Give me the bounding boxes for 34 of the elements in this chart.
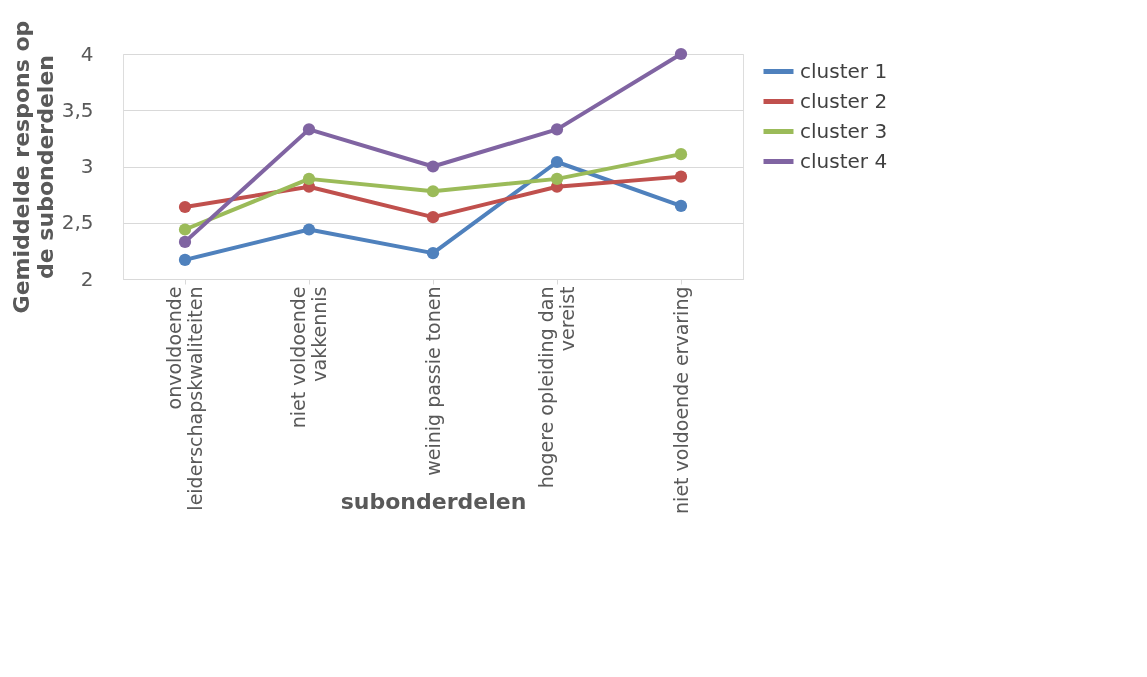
y-tick-label: 3 xyxy=(80,154,94,178)
point xyxy=(550,172,564,185)
point xyxy=(178,235,192,248)
point xyxy=(178,223,192,236)
legend-label: cluster 3 xyxy=(800,118,888,143)
y-tick-label: 2 xyxy=(80,266,94,291)
point xyxy=(302,123,316,136)
point xyxy=(302,223,316,236)
x-axis-title: subonderdelen xyxy=(340,488,527,514)
legend-label: cluster 4 xyxy=(800,148,888,173)
point xyxy=(550,123,564,136)
x-tick-label: onvoldoende leiderschapskwaliteiten xyxy=(163,286,206,511)
point xyxy=(550,155,564,169)
point xyxy=(178,200,192,214)
y-tick-label: 2,5 xyxy=(61,210,94,235)
y-tick-label: 4 xyxy=(80,41,94,66)
x-tick-label: hogere opleiding dan vereist xyxy=(535,286,578,489)
legend-label: cluster 2 xyxy=(800,88,888,113)
point xyxy=(426,247,440,260)
point xyxy=(426,160,440,173)
point xyxy=(674,47,688,61)
x-tick-label: niet voldoende ervaring xyxy=(669,286,692,514)
y-tick-label: 3,5 xyxy=(61,97,94,122)
point xyxy=(426,185,440,198)
point xyxy=(674,170,688,183)
x-tick-label: weinig passie tonen xyxy=(421,286,444,476)
point xyxy=(302,172,316,185)
point xyxy=(674,148,688,161)
point xyxy=(426,211,440,224)
y-axis-title: Gemiddelde respons op de subonderdelen xyxy=(8,20,58,314)
point xyxy=(674,199,688,212)
x-tick-label: niet voldoende vakkennis xyxy=(287,286,330,429)
point xyxy=(178,253,192,266)
legend-label: cluster 1 xyxy=(800,58,888,83)
